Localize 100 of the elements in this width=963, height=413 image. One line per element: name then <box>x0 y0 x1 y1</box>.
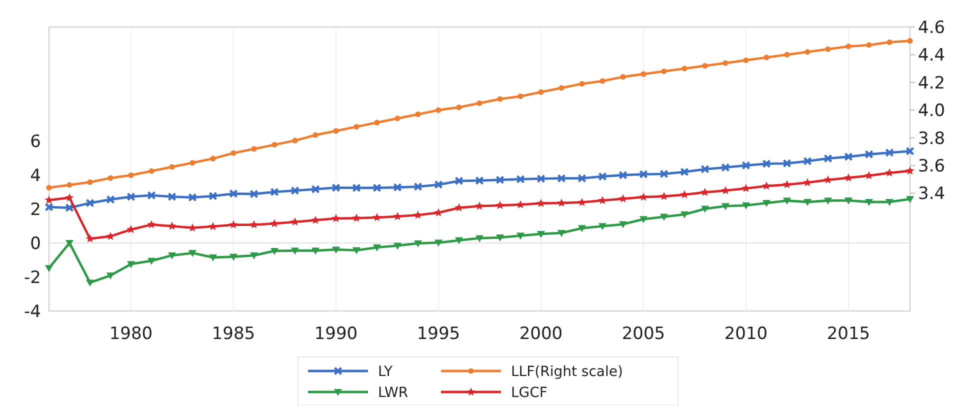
point <box>272 142 278 148</box>
point <box>537 230 545 238</box>
point <box>46 184 52 190</box>
y2-tick-label: 3.6 <box>918 156 946 177</box>
point <box>332 246 340 254</box>
point <box>291 186 299 195</box>
point <box>45 265 53 272</box>
point <box>372 212 382 222</box>
point <box>168 192 176 201</box>
point <box>434 180 442 189</box>
x-tick-label: 2015 <box>826 324 870 344</box>
point <box>844 173 853 182</box>
point <box>825 46 831 52</box>
point <box>722 163 730 172</box>
point <box>558 85 564 91</box>
point <box>784 52 790 58</box>
point <box>866 42 872 48</box>
point <box>106 195 114 204</box>
point <box>373 244 381 252</box>
point <box>209 254 217 262</box>
point <box>598 172 606 180</box>
point <box>230 190 238 198</box>
point <box>680 168 688 176</box>
point <box>454 203 464 212</box>
y-tick-label: 0 <box>30 234 41 254</box>
point <box>701 206 709 213</box>
point <box>290 217 300 226</box>
point <box>906 147 914 156</box>
point <box>127 261 135 268</box>
x-tick-label: 2005 <box>622 324 666 344</box>
point <box>722 203 730 210</box>
point <box>65 193 74 202</box>
y2-tick-label: 4.4 <box>918 46 946 66</box>
x-tick-label: 1990 <box>314 324 358 344</box>
point <box>394 183 402 192</box>
y-tick-label: 6 <box>30 132 41 152</box>
point <box>250 190 258 198</box>
point <box>229 220 238 228</box>
legend-label: LLF(Right scale) <box>511 364 623 380</box>
point <box>906 196 914 204</box>
y-tick-label: -2 <box>24 268 41 288</box>
point <box>722 60 728 66</box>
point <box>619 221 627 228</box>
point <box>352 184 360 192</box>
point <box>886 39 892 46</box>
point <box>844 197 852 204</box>
point <box>600 78 606 84</box>
point <box>332 214 340 222</box>
point <box>578 225 586 232</box>
point <box>311 216 320 224</box>
point <box>292 138 298 144</box>
point <box>475 202 484 210</box>
point <box>106 272 114 280</box>
y-tick-label: -4 <box>24 302 41 322</box>
point <box>886 148 894 157</box>
point <box>394 242 402 250</box>
point <box>496 200 504 210</box>
point <box>415 111 421 118</box>
point <box>476 235 484 242</box>
point <box>354 124 360 130</box>
point <box>291 248 299 255</box>
x-tick-label: 2010 <box>724 324 768 344</box>
point <box>804 49 810 55</box>
point <box>147 220 156 228</box>
point <box>496 234 504 242</box>
point <box>660 214 668 221</box>
x-tick-label: 1985 <box>212 324 256 344</box>
point <box>455 237 463 244</box>
point <box>865 198 873 206</box>
point <box>907 38 913 44</box>
point <box>640 71 646 77</box>
point <box>393 212 402 220</box>
point <box>455 176 463 185</box>
point <box>148 168 154 174</box>
point <box>333 128 339 134</box>
point <box>824 198 832 205</box>
point <box>127 192 135 201</box>
point <box>865 150 873 158</box>
point <box>168 252 176 260</box>
legend-label: LGCF <box>511 385 548 401</box>
point <box>148 258 156 265</box>
point <box>476 100 482 106</box>
point <box>640 216 648 224</box>
point <box>864 171 874 180</box>
point <box>783 198 791 205</box>
point <box>639 192 648 201</box>
point <box>906 166 914 175</box>
point <box>108 175 114 181</box>
point <box>66 204 74 212</box>
point <box>394 116 400 122</box>
point <box>660 192 668 200</box>
point <box>762 200 770 208</box>
point <box>66 240 74 247</box>
legend-label: LWR <box>378 385 408 401</box>
point <box>352 247 360 254</box>
point <box>414 182 422 191</box>
point <box>251 146 257 152</box>
point <box>783 159 791 168</box>
y2-tick-label: 4.0 <box>918 101 946 122</box>
point <box>190 160 196 166</box>
